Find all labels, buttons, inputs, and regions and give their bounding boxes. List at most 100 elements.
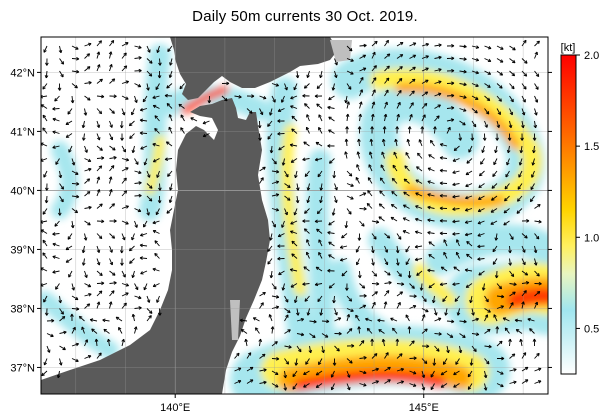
current-arrow	[466, 158, 473, 164]
current-arrow	[478, 183, 485, 189]
current-arrow	[328, 158, 335, 164]
current-arrow	[319, 195, 323, 204]
current-arrow	[334, 345, 340, 352]
current-arrow	[379, 177, 385, 184]
current-arrow	[521, 245, 526, 253]
current-arrow	[306, 239, 310, 247]
current-arrow	[503, 220, 510, 226]
current-arrow	[121, 65, 128, 72]
current-arrow	[234, 367, 242, 372]
lat-label: 42°N	[10, 67, 35, 79]
current-arrow	[271, 383, 279, 388]
current-arrow	[396, 380, 405, 384]
current-arrow	[290, 230, 298, 234]
current-arrow	[427, 193, 435, 197]
current-arrow	[59, 183, 64, 190]
current-arrow	[396, 353, 403, 359]
current-arrow	[421, 79, 429, 84]
current-arrow	[431, 295, 436, 304]
current-arrow	[415, 179, 423, 184]
current-arrow	[534, 70, 540, 77]
current-arrow	[134, 220, 138, 228]
current-arrow	[234, 379, 242, 384]
current-arrow	[458, 345, 463, 354]
current-arrow	[442, 358, 448, 365]
current-arrow	[152, 220, 160, 225]
current-arrow	[134, 170, 142, 175]
current-arrow	[359, 89, 363, 97]
current-arrow	[395, 338, 400, 347]
current-arrow	[154, 128, 160, 134]
lon-label: 140°E	[160, 402, 190, 414]
current-arrow	[83, 233, 88, 241]
current-arrow	[102, 318, 110, 323]
current-arrow	[96, 203, 103, 209]
current-arrow	[409, 102, 414, 109]
current-arrow	[271, 208, 280, 212]
colorbar-tick-label: 1.0	[584, 232, 599, 244]
current-arrow	[534, 270, 540, 277]
current-arrow	[384, 89, 389, 97]
current-arrow	[439, 206, 448, 211]
current-arrow	[406, 138, 411, 147]
current-arrow	[344, 138, 349, 147]
current-arrow	[481, 283, 486, 291]
current-arrow	[439, 219, 448, 223]
current-arrow	[109, 258, 114, 266]
current-arrow	[259, 380, 267, 385]
current-arrow	[521, 83, 527, 90]
current-arrow	[521, 120, 525, 129]
current-arrow	[519, 145, 524, 154]
current-arrow	[57, 83, 62, 91]
current-arrow	[280, 95, 285, 103]
current-arrow	[396, 89, 402, 97]
current-arrow	[46, 318, 55, 323]
current-arrow	[509, 270, 515, 278]
current-arrow	[59, 58, 65, 65]
current-arrow	[121, 302, 127, 309]
current-arrow	[52, 117, 60, 122]
current-arrow	[409, 283, 415, 289]
current-arrow	[484, 308, 491, 313]
current-arrow	[509, 282, 517, 287]
current-arrow	[70, 313, 74, 322]
current-arrow	[306, 308, 311, 316]
current-arrow	[396, 367, 405, 372]
current-arrow	[346, 295, 353, 302]
current-arrow	[121, 52, 127, 59]
current-arrow	[421, 67, 429, 72]
current-arrow	[344, 220, 349, 229]
current-arrow	[292, 383, 298, 390]
current-arrow	[52, 145, 60, 149]
current-arrow	[109, 233, 116, 239]
current-arrow	[271, 169, 280, 174]
current-arrow	[302, 157, 310, 162]
current-arrow	[371, 367, 379, 372]
current-arrow	[357, 138, 361, 147]
current-arrow	[346, 328, 353, 334]
current-arrow	[284, 358, 289, 365]
current-arrow	[295, 308, 300, 316]
current-arrow	[259, 177, 264, 184]
current-arrow	[71, 158, 76, 166]
current-arrow	[471, 317, 479, 322]
current-arrow	[152, 104, 160, 109]
current-arrow	[258, 338, 263, 347]
current-arrow	[42, 83, 48, 90]
current-arrow	[271, 193, 280, 197]
current-arrow	[166, 83, 173, 89]
current-arrow	[409, 305, 417, 309]
current-arrow	[284, 208, 288, 216]
current-arrow	[521, 108, 526, 116]
current-arrow	[508, 258, 512, 266]
current-arrow	[393, 151, 398, 159]
current-arrow	[319, 308, 323, 316]
current-arrow	[318, 239, 323, 247]
map-title: Daily 50m currents 30 Oct. 2019.	[192, 8, 418, 25]
current-arrow	[152, 95, 160, 100]
current-arrow	[140, 145, 148, 150]
current-arrow	[507, 133, 512, 141]
current-arrow	[59, 345, 66, 351]
colorbar-unit: [kt]	[561, 42, 576, 54]
current-arrow	[434, 68, 442, 72]
